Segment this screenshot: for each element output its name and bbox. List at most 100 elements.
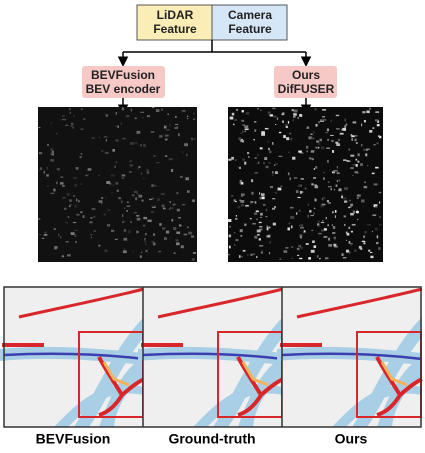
texture-dot — [332, 211, 334, 214]
texture-dot — [151, 205, 154, 208]
texture-dot — [141, 117, 145, 119]
texture-dot — [59, 236, 62, 239]
texture-dot — [123, 237, 128, 241]
texture-dot — [347, 160, 351, 162]
texture-dot — [63, 207, 67, 210]
texture-dot — [135, 197, 138, 201]
texture-dot — [257, 108, 259, 110]
texture-dot — [144, 240, 146, 242]
texture-dot — [338, 138, 340, 141]
texture-dot — [322, 109, 327, 111]
texture-dot — [333, 188, 335, 191]
texture-dot — [146, 115, 150, 118]
texture-dot — [150, 210, 155, 214]
texture-dot — [258, 221, 262, 224]
texture-dot — [50, 122, 52, 125]
encoder-label: Ours — [292, 68, 320, 82]
texture-dot — [240, 139, 243, 143]
texture-dot — [238, 137, 242, 140]
texture-dot — [76, 198, 78, 202]
texture-dot — [160, 193, 165, 195]
texture-dot — [272, 207, 276, 210]
lidar-label: Feature — [153, 22, 197, 36]
texture-dot — [80, 128, 84, 131]
texture-dot — [65, 124, 69, 126]
texture-dot — [67, 216, 70, 218]
texture-dot — [299, 257, 303, 260]
texture-dot — [152, 233, 156, 236]
texture-dot — [363, 185, 368, 189]
texture-dot — [373, 144, 376, 146]
texture-dot — [131, 194, 135, 197]
texture-dot — [278, 131, 282, 134]
texture-dot — [255, 162, 259, 165]
texture-dot — [144, 232, 147, 236]
texture-dot — [310, 150, 315, 153]
texture-dot — [378, 201, 381, 204]
texture-dot — [76, 213, 80, 216]
texture-dot — [272, 142, 274, 145]
texture-dot — [269, 114, 273, 117]
texture-dot — [192, 199, 195, 203]
texture-dot — [51, 150, 54, 154]
texture-dot — [98, 136, 100, 139]
texture-dot — [240, 193, 245, 196]
texture-dot — [90, 234, 93, 236]
texture-dot — [176, 208, 180, 212]
texture-dot — [121, 109, 125, 111]
texture-dot — [285, 123, 288, 126]
texture-dot — [313, 177, 317, 179]
texture-dot — [345, 231, 348, 234]
texture-dot — [260, 251, 263, 254]
texture-dot — [314, 184, 317, 186]
texture-dot — [327, 139, 329, 141]
texture-dot — [313, 245, 317, 249]
texture-dot — [301, 191, 304, 193]
texture-dot — [318, 232, 322, 235]
texture-dot — [47, 144, 49, 146]
texture-dot — [174, 123, 179, 126]
texture-dot — [126, 114, 130, 118]
texture-dot — [300, 227, 304, 229]
texture-dot — [151, 241, 154, 243]
panel-caption: Ours — [335, 431, 368, 447]
texture-dot — [299, 234, 303, 238]
texture-dot — [354, 138, 357, 142]
texture-dot — [121, 107, 124, 111]
texture-dot — [334, 169, 339, 172]
texture-dot — [259, 192, 261, 195]
texture-dot — [293, 109, 298, 113]
texture-dot — [83, 118, 86, 120]
texture-dot — [330, 188, 332, 191]
texture-dot — [116, 189, 119, 192]
texture-dot — [372, 127, 375, 129]
texture-dot — [192, 138, 196, 141]
texture-dot — [364, 181, 366, 183]
texture-dot — [267, 111, 271, 115]
texture-dot — [176, 231, 181, 234]
texture-dot — [304, 187, 307, 190]
texture-dot — [336, 180, 338, 182]
texture-dot — [355, 210, 359, 214]
texture-dot — [60, 176, 64, 178]
texture-dot — [115, 139, 119, 142]
texture-dot — [101, 196, 104, 200]
texture-dot — [258, 161, 260, 164]
texture-dot — [256, 229, 261, 233]
texture-dot — [53, 188, 56, 192]
texture-dot — [292, 118, 294, 122]
texture-dot — [77, 200, 80, 203]
texture-dot — [237, 205, 241, 209]
panel-caption: BEVFusion — [36, 431, 111, 447]
texture-dot — [301, 224, 304, 227]
texture-dot — [375, 166, 379, 169]
texture-dot — [369, 107, 371, 110]
texture-dot — [121, 174, 126, 177]
texture-dot — [122, 137, 126, 140]
texture-dot — [254, 201, 257, 204]
texture-dot — [184, 143, 188, 147]
texture-dot — [310, 214, 314, 217]
texture-dot — [54, 246, 57, 250]
texture-dot — [361, 123, 363, 127]
texture-dot — [75, 167, 79, 170]
